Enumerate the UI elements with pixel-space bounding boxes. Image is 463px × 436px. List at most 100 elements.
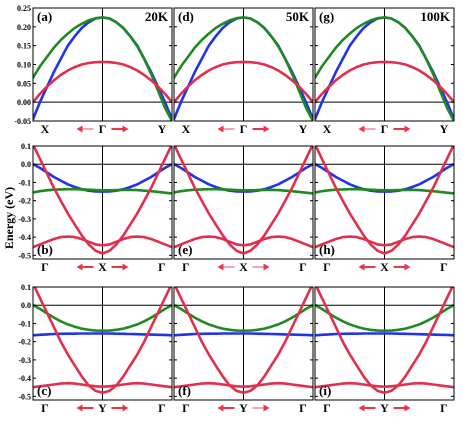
x-tick-label: Γ bbox=[381, 122, 389, 136]
y-tick-label: -0.4 bbox=[18, 374, 31, 383]
x-tick-label: Γ bbox=[99, 122, 107, 136]
series-band_2-a bbox=[33, 16, 172, 121]
y-tick-label: -0.2 bbox=[18, 338, 31, 347]
temperature-label-d: 50K bbox=[286, 9, 310, 24]
x-tick-label: X bbox=[182, 122, 191, 136]
panel-label-a: (a) bbox=[37, 9, 52, 24]
panel-label-b: (b) bbox=[37, 242, 53, 257]
x-tick-label: Γ bbox=[158, 260, 166, 274]
series-band_3a-f bbox=[174, 287, 313, 395]
panel-frame bbox=[173, 145, 314, 260]
x-tick-label: X bbox=[239, 260, 248, 274]
series-band_3a-e bbox=[174, 146, 313, 255]
left-arrow-head bbox=[76, 125, 83, 133]
x-tick-label: X bbox=[380, 260, 389, 274]
right-arrow-head bbox=[122, 263, 129, 271]
series-band_3b-c bbox=[33, 381, 172, 389]
y-tick-label: -0.3 bbox=[18, 356, 31, 365]
panel-h: Γ X Γ (h) bbox=[314, 145, 455, 274]
x-tick-label: Γ bbox=[41, 260, 49, 274]
right-arrow-head bbox=[263, 263, 270, 271]
x-tick-label: Γ bbox=[158, 401, 166, 415]
panel-g: X Γ Y (g) 100K bbox=[314, 7, 455, 136]
left-arrow-head bbox=[217, 125, 224, 133]
series-band_3b-b bbox=[33, 235, 172, 249]
panel-f: Γ Y Γ (f) bbox=[173, 286, 314, 415]
panel-d: X Γ Y (d) 50K bbox=[173, 7, 314, 136]
right-arrow-head bbox=[404, 125, 411, 133]
y-tick-label: -0.05 bbox=[14, 117, 31, 126]
panel-i: Γ Y Γ (i) bbox=[314, 286, 455, 415]
left-arrow-head bbox=[217, 263, 224, 271]
series-band_3a-c bbox=[33, 287, 172, 395]
y-tick-label: 0.0 bbox=[21, 160, 31, 169]
x-tick-label: X bbox=[41, 122, 50, 136]
x-tick-label: Γ bbox=[323, 260, 331, 274]
y-tick-label: -0.5 bbox=[18, 392, 31, 401]
panel-c: 0.1 0.0 -0.1 -0.2 -0.3 -0.4 -0.5 Γ Y Γ (c) bbox=[18, 283, 173, 415]
right-arrow-head bbox=[122, 125, 129, 133]
panel-frame bbox=[314, 145, 455, 260]
x-tick-label: Y bbox=[380, 401, 389, 415]
y-tick-label: -0.2 bbox=[18, 197, 31, 206]
x-tick-label: X bbox=[98, 260, 107, 274]
series-band_3b-f bbox=[174, 381, 313, 389]
panel-frame bbox=[32, 145, 173, 260]
x-tick-label: Y bbox=[239, 401, 248, 415]
y-tick-label: -0.1 bbox=[18, 178, 31, 187]
x-tick-label: X bbox=[323, 122, 332, 136]
temperature-label-a: 20K bbox=[145, 9, 169, 24]
left-arrow-head bbox=[76, 263, 83, 271]
panel-frame bbox=[173, 286, 314, 401]
panel-e: Γ X Γ (e) bbox=[173, 145, 314, 274]
right-arrow-head bbox=[122, 404, 129, 412]
series-band_3-g bbox=[315, 60, 454, 104]
panel-frame bbox=[314, 286, 455, 401]
right-arrow-head bbox=[263, 125, 270, 133]
y-tick-label: -0.5 bbox=[18, 251, 31, 260]
panel-b: 0.1 0.0 -0.1 -0.2 -0.3 -0.4 -0.5 Γ X Γ (b) bbox=[18, 142, 173, 274]
x-tick-label: Γ bbox=[240, 122, 248, 136]
series-band_2-c bbox=[33, 303, 172, 333]
panel-label-i: (i) bbox=[319, 383, 331, 398]
series-band_3b-h bbox=[315, 235, 454, 249]
x-tick-label: Γ bbox=[440, 401, 448, 415]
y-tick-label: -0.4 bbox=[18, 233, 31, 242]
y-tick-label: 0.20 bbox=[17, 23, 31, 32]
left-arrow-head bbox=[358, 125, 365, 133]
left-arrow-head bbox=[76, 404, 83, 412]
x-tick-label: Y bbox=[98, 401, 107, 415]
x-tick-label: Y bbox=[158, 122, 167, 136]
panel-label-e: (e) bbox=[178, 242, 192, 257]
y-tick-label: -0.1 bbox=[18, 319, 31, 328]
panel-label-h: (h) bbox=[319, 242, 335, 257]
y-tick-label: -0.3 bbox=[18, 215, 31, 224]
x-tick-label: Γ bbox=[182, 401, 190, 415]
x-tick-label: Y bbox=[440, 122, 449, 136]
x-tick-label: Γ bbox=[182, 260, 190, 274]
series-band_2-g bbox=[315, 16, 454, 121]
y-tick-label: 0.15 bbox=[17, 42, 31, 51]
panel-label-f: (f) bbox=[178, 383, 191, 398]
x-tick-label: Y bbox=[299, 122, 308, 136]
series-band_2-f bbox=[174, 303, 313, 333]
x-tick-label: Γ bbox=[41, 401, 49, 415]
x-tick-label: Γ bbox=[323, 401, 331, 415]
y-tick-label: 0.0 bbox=[21, 301, 31, 310]
series-band_3a-h bbox=[315, 146, 454, 255]
temperature-label-g: 100K bbox=[420, 9, 451, 24]
series-band_3a-i bbox=[315, 287, 454, 395]
series-band_3b-e bbox=[174, 235, 313, 249]
left-arrow-head bbox=[358, 263, 365, 271]
panel-label-c: (c) bbox=[37, 383, 51, 398]
series-band_3b-i bbox=[315, 381, 454, 389]
series-band_3a-b bbox=[33, 146, 172, 255]
panel-label-g: (g) bbox=[319, 9, 334, 24]
y-tick-label: 0.25 bbox=[17, 4, 31, 13]
left-arrow-head bbox=[217, 404, 224, 412]
right-arrow-head bbox=[404, 263, 411, 271]
series-band_3-a bbox=[33, 60, 172, 104]
series-band_3-d bbox=[174, 60, 313, 104]
